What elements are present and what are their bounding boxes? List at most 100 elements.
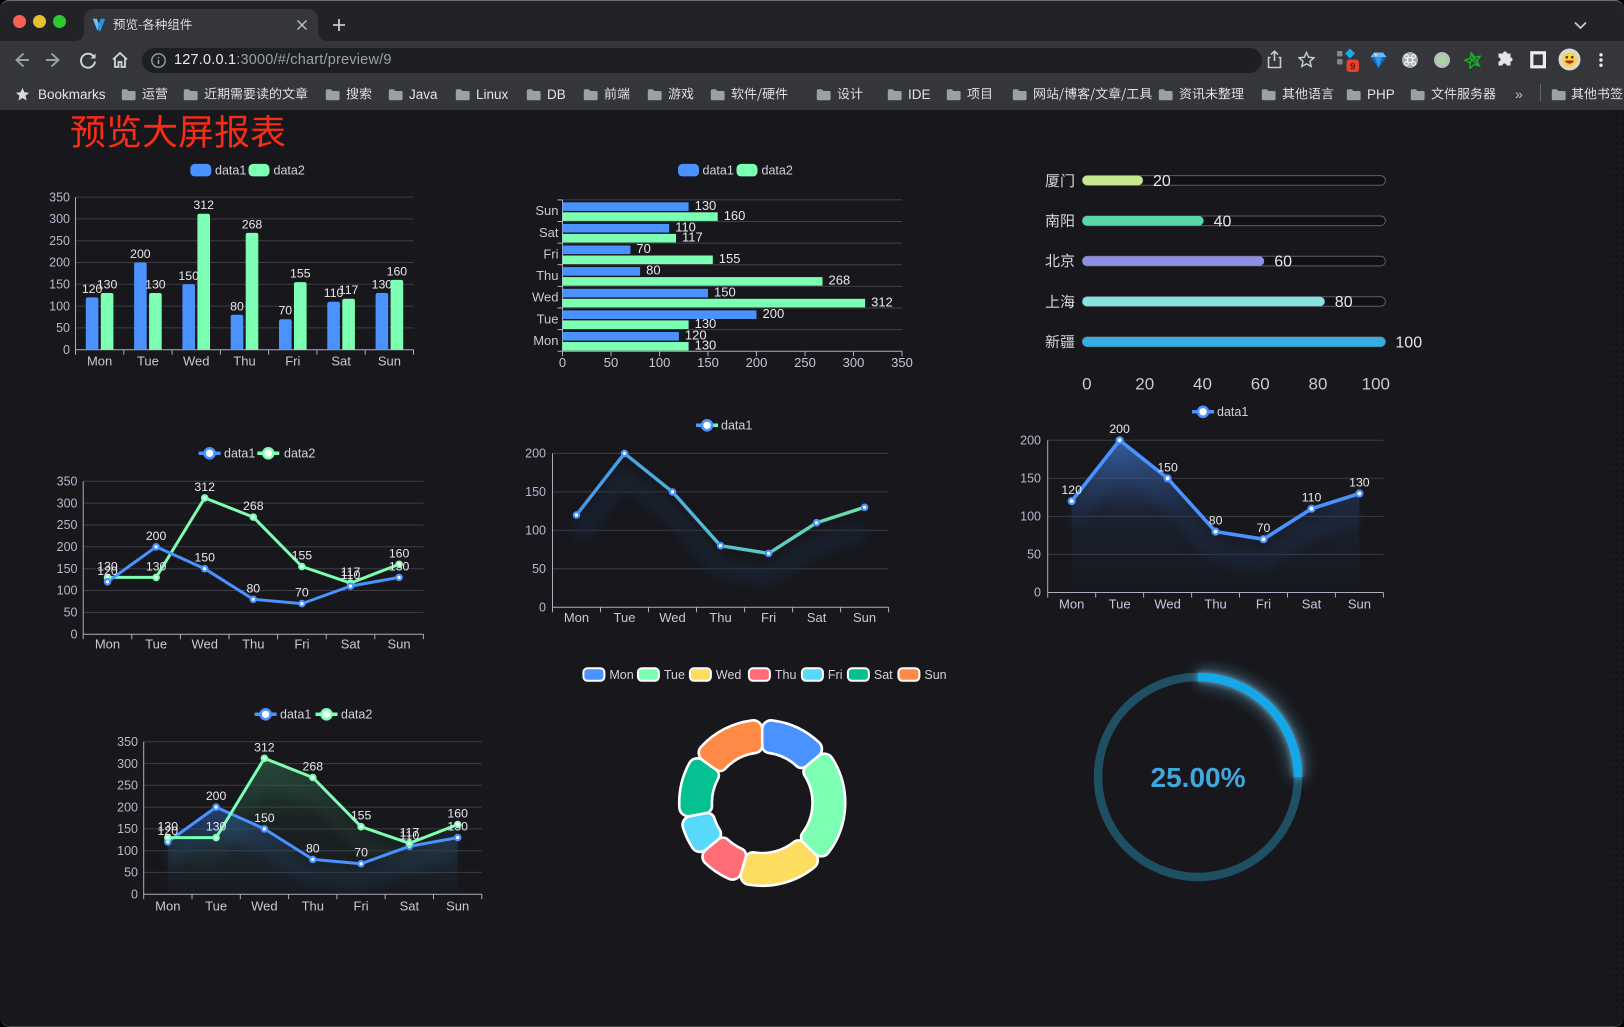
- svg-text:data1: data1: [703, 164, 734, 178]
- svg-text:Sun: Sun: [1348, 597, 1371, 612]
- svg-text:80: 80: [306, 841, 320, 855]
- svg-text:20: 20: [1153, 173, 1171, 190]
- svg-text:0: 0: [1082, 374, 1091, 393]
- svg-text:50: 50: [56, 321, 70, 335]
- svg-text:Sat: Sat: [341, 637, 361, 652]
- svg-text:250: 250: [57, 518, 78, 532]
- svg-text:120: 120: [1061, 483, 1082, 497]
- svg-text:70: 70: [278, 304, 292, 318]
- svg-text:Sat: Sat: [400, 899, 420, 914]
- svg-text:70: 70: [636, 241, 650, 256]
- svg-text:Sun: Sun: [378, 354, 401, 369]
- svg-text:312: 312: [871, 294, 893, 309]
- svg-text:Mon: Mon: [609, 668, 633, 682]
- svg-text:Tue: Tue: [137, 354, 159, 369]
- svg-text:100: 100: [1395, 334, 1422, 351]
- svg-text:Sat: Sat: [331, 354, 351, 369]
- svg-text:Tue: Tue: [145, 637, 167, 652]
- svg-text:20: 20: [1135, 374, 1154, 393]
- svg-text:312: 312: [193, 198, 214, 212]
- svg-text:300: 300: [57, 496, 78, 510]
- svg-text:80: 80: [646, 263, 660, 278]
- svg-text:160: 160: [387, 264, 408, 278]
- svg-text:200: 200: [117, 800, 138, 814]
- svg-text:Thu: Thu: [709, 610, 731, 625]
- svg-text:300: 300: [49, 212, 70, 226]
- svg-text:312: 312: [194, 480, 215, 494]
- svg-text:117: 117: [400, 825, 420, 839]
- svg-text:40: 40: [1193, 374, 1212, 393]
- svg-text:25.00%: 25.00%: [1151, 762, 1246, 793]
- svg-text:200: 200: [1109, 422, 1130, 436]
- svg-text:data1: data1: [721, 419, 752, 433]
- svg-text:60: 60: [1251, 374, 1270, 393]
- svg-text:200: 200: [49, 256, 70, 270]
- svg-text:50: 50: [124, 866, 138, 880]
- svg-text:110: 110: [1302, 491, 1322, 505]
- svg-text:100: 100: [525, 524, 546, 538]
- svg-text:Sun: Sun: [388, 637, 411, 652]
- svg-text:110: 110: [675, 220, 696, 235]
- svg-text:155: 155: [292, 549, 313, 563]
- svg-text:70: 70: [354, 846, 368, 860]
- svg-text:Tue: Tue: [1109, 597, 1131, 612]
- svg-text:268: 268: [243, 499, 264, 513]
- svg-text:Fri: Fri: [828, 668, 843, 682]
- svg-text:Tue: Tue: [537, 311, 559, 326]
- svg-text:300: 300: [117, 757, 138, 771]
- svg-text:150: 150: [49, 278, 70, 292]
- svg-text:Mon: Mon: [564, 610, 589, 625]
- svg-text:250: 250: [794, 355, 816, 370]
- svg-text:150: 150: [1020, 472, 1041, 486]
- svg-text:150: 150: [714, 284, 736, 299]
- svg-text:50: 50: [532, 562, 546, 576]
- svg-text:100: 100: [57, 584, 78, 598]
- svg-text:Tue: Tue: [614, 610, 636, 625]
- svg-text:155: 155: [719, 251, 741, 266]
- svg-text:120: 120: [158, 824, 179, 838]
- svg-text:Mon: Mon: [87, 354, 112, 369]
- svg-text:0: 0: [71, 627, 78, 641]
- svg-text:Fri: Fri: [294, 637, 309, 652]
- svg-text:250: 250: [49, 234, 70, 248]
- svg-text:Tue: Tue: [205, 899, 227, 914]
- svg-text:data2: data2: [274, 164, 305, 178]
- svg-text:Sun: Sun: [853, 610, 876, 625]
- svg-text:Wed: Wed: [659, 610, 686, 625]
- svg-text:130: 130: [145, 278, 166, 292]
- svg-text:120: 120: [97, 564, 118, 578]
- svg-text:50: 50: [604, 355, 618, 370]
- svg-text:9: 9: [1350, 61, 1355, 72]
- svg-text:data1: data1: [280, 708, 311, 722]
- svg-text:data2: data2: [284, 447, 315, 461]
- svg-text:312: 312: [254, 740, 275, 754]
- svg-text:0: 0: [559, 355, 566, 370]
- svg-text:Sun: Sun: [446, 899, 469, 914]
- svg-text:150: 150: [525, 485, 546, 499]
- svg-text:100: 100: [117, 844, 138, 858]
- svg-text:Thu: Thu: [242, 637, 264, 652]
- svg-text:data1: data1: [1217, 405, 1248, 419]
- svg-text:160: 160: [389, 546, 410, 560]
- svg-text:130: 130: [447, 820, 468, 834]
- svg-text:0: 0: [63, 343, 70, 357]
- svg-text:350: 350: [57, 475, 78, 489]
- svg-text:150: 150: [178, 269, 199, 283]
- svg-text:150: 150: [57, 562, 78, 576]
- svg-text:60: 60: [1274, 254, 1292, 271]
- svg-text:200: 200: [206, 789, 227, 803]
- svg-text:200: 200: [746, 355, 768, 370]
- svg-text:Sun: Sun: [924, 668, 946, 682]
- svg-text:80: 80: [230, 299, 244, 313]
- svg-text:200: 200: [525, 447, 546, 461]
- svg-text:150: 150: [697, 355, 719, 370]
- svg-text:200: 200: [1020, 433, 1041, 447]
- svg-text:130: 130: [695, 316, 717, 331]
- svg-text:120: 120: [82, 282, 103, 296]
- svg-text:110: 110: [400, 828, 420, 842]
- svg-text:200: 200: [146, 529, 167, 543]
- svg-text:130: 130: [97, 559, 118, 573]
- svg-text:80: 80: [1335, 294, 1353, 311]
- svg-text:Fri: Fri: [761, 610, 776, 625]
- svg-text:350: 350: [891, 355, 913, 370]
